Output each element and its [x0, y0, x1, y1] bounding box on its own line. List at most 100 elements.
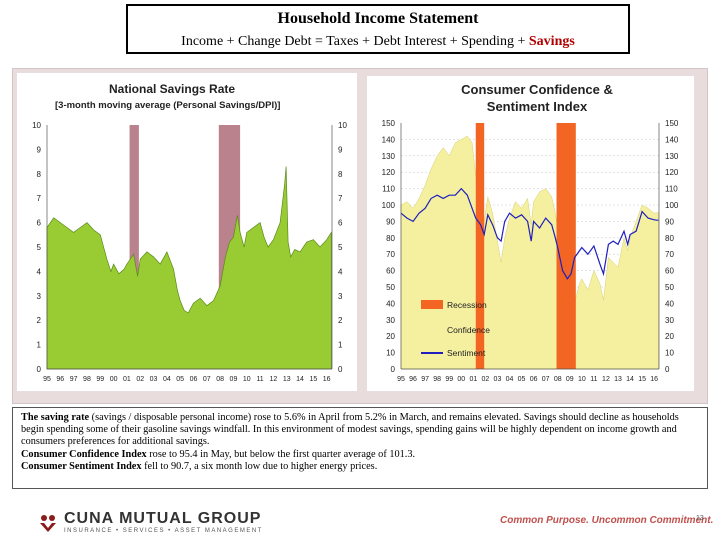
confidence-ytick-left-100: 100 [382, 201, 396, 210]
confidence-ytick-right-140: 140 [665, 135, 679, 144]
legend-swatch-confidence [421, 325, 443, 334]
confidence-ytick-right-110: 110 [665, 185, 678, 194]
savings-ytick-left-8: 8 [37, 170, 42, 179]
savings-y-ticks-left: 0 1 2 3 4 5 6 7 8 9 10 [32, 121, 41, 374]
savings-ytick-left-7: 7 [37, 194, 42, 203]
equation-savings: Savings [528, 34, 575, 49]
savings-ytick-right-6: 6 [338, 219, 343, 228]
savings-ytick-left-10: 10 [32, 121, 41, 130]
commentary-savings-text: (savings / disposable personal income) r… [21, 412, 679, 448]
commentary-confidence-text: rose to 95.4 in May, but below the first… [146, 448, 416, 460]
page-number: 13 [696, 515, 704, 522]
savings-ytick-right-10: 10 [338, 121, 347, 130]
confidence-ytick-left-30: 30 [386, 316, 395, 325]
savings-xtick-13: 13 [283, 376, 291, 383]
savings-y-ticks-right: 0 1 2 3 4 5 6 7 8 9 10 [338, 121, 347, 374]
commentary-confidence-lead: Consumer Confidence Index [21, 448, 147, 460]
confidence-area [400, 135, 659, 370]
confidence-xtick-02: 02 [481, 376, 489, 383]
savings-ytick-right-1: 1 [338, 341, 343, 350]
confidence-ytick-right-0: 0 [665, 365, 670, 374]
confidence-ytick-right-60: 60 [665, 267, 674, 276]
savings-ytick-right-0: 0 [338, 365, 343, 374]
commentary-sentiment-text: fell to 90.7, a six month low due to hig… [141, 460, 378, 472]
confidence-x-ticks: 95 96 97 98 99 00 01 02 03 04 05 06 07 08 09 10 11 12 13 14… [397, 376, 658, 383]
savings-ytick-right-3: 3 [338, 292, 343, 301]
confidence-xtick-10: 10 [578, 376, 586, 383]
confidence-ytick-right-90: 90 [665, 217, 674, 226]
confidence-ytick-right-150: 150 [665, 119, 679, 128]
confidence-ytick-right-50: 50 [665, 283, 674, 292]
confidence-ytick-left-70: 70 [386, 250, 395, 259]
confidence-xtick-12: 12 [602, 376, 610, 383]
confidence-xtick-06: 06 [530, 376, 538, 383]
confidence-ytick-right-10: 10 [665, 349, 674, 358]
commentary-confidence: Consumer Confidence Index rose to 95.4 i… [21, 449, 699, 461]
confidence-y-ticks-left: 0 10 20 30 40 50 60 70 80 90 100 110 120 130 140 150 [382, 119, 396, 374]
commentary-savings: The saving rate (savings / disposable pe… [21, 412, 699, 449]
confidence-xtick-07: 07 [542, 376, 550, 383]
commentary-sentiment-lead: Consumer Sentiment Index [21, 460, 142, 472]
savings-rate-area [46, 166, 332, 370]
confidence-xtick-95: 95 [397, 376, 405, 383]
confidence-xtick-16: 16 [650, 376, 658, 383]
savings-xtick-11: 11 [256, 376, 263, 383]
header-box: Household Income Statement Income + Chan… [126, 4, 630, 54]
savings-x-ticks: 95 96 97 98 99 00 01 02 03 04 05 06 07 08 09 10 11 12 13 14… [43, 376, 331, 383]
confidence-ytick-right-100: 100 [665, 201, 679, 210]
savings-xtick-12: 12 [270, 376, 278, 383]
legend-label-confidence: Confidence [447, 325, 490, 335]
confidence-ytick-right-120: 120 [665, 168, 679, 177]
savings-xtick-98: 98 [83, 376, 91, 383]
confidence-xtick-00: 00 [457, 376, 465, 383]
confidence-xtick-13: 13 [614, 376, 622, 383]
savings-xtick-14: 14 [296, 376, 304, 383]
confidence-xtick-11: 11 [590, 376, 597, 383]
confidence-xtick-99: 99 [445, 376, 453, 383]
confidence-ytick-left-20: 20 [386, 332, 395, 341]
savings-ytick-right-2: 2 [338, 316, 343, 325]
savings-ytick-left-9: 9 [37, 145, 42, 154]
savings-ytick-right-4: 4 [338, 267, 343, 276]
logo-name: CUNA MUTUAL GROUP [64, 510, 262, 527]
confidence-xtick-03: 03 [494, 376, 502, 383]
equation-main: Income + Change Debt = Taxes + Debt Inte… [181, 34, 529, 49]
savings-xtick-04: 04 [163, 376, 171, 383]
confidence-ytick-right-40: 40 [665, 299, 674, 308]
commentary-savings-lead: The saving rate [21, 412, 90, 423]
savings-xtick-09: 09 [230, 376, 238, 383]
confidence-y-ticks-right: 0 10 20 30 40 50 60 70 80 90 100 110 120 130 140 150 [665, 119, 679, 374]
confidence-xtick-04: 04 [506, 376, 514, 383]
savings-xtick-05: 05 [176, 376, 184, 383]
legend-label-recession: Recession [447, 300, 487, 310]
savings-ytick-right-9: 9 [338, 145, 343, 154]
savings-ytick-left-5: 5 [37, 243, 42, 252]
confidence-xtick-14: 14 [626, 376, 634, 383]
savings-xtick-07: 07 [203, 376, 211, 383]
commentary-box: The saving rate (savings / disposable pe… [12, 407, 708, 489]
confidence-xtick-97: 97 [421, 376, 429, 383]
confidence-ytick-left-150: 150 [382, 119, 396, 128]
savings-ytick-left-2: 2 [37, 316, 42, 325]
confidence-xtick-96: 96 [409, 376, 417, 383]
legend-swatch-recession [421, 300, 443, 309]
savings-xtick-10: 10 [243, 376, 251, 383]
confidence-ytick-right-130: 130 [665, 152, 679, 161]
savings-ytick-left-6: 6 [37, 219, 42, 228]
logo-tagline: INSURANCE • SERVICES • ASSET MANAGEMENT [64, 528, 263, 534]
confidence-ytick-left-40: 40 [386, 299, 395, 308]
savings-recession-bar-0 [129, 125, 139, 369]
confidence-axes [400, 123, 660, 370]
savings-chart-title: National Savings Rate [109, 82, 235, 96]
confidence-xtick-09: 09 [566, 376, 574, 383]
savings-ytick-right-7: 7 [338, 194, 343, 203]
savings-xtick-15: 15 [309, 376, 317, 383]
confidence-legend: Recession Confidence Sentiment [421, 300, 490, 358]
confidence-chart-title-line2: Sentiment Index [487, 99, 588, 114]
savings-ytick-left-1: 1 [37, 341, 42, 350]
confidence-xtick-15: 15 [638, 376, 646, 383]
savings-rate-chart-panel: National Savings Rate [3-month moving av… [17, 73, 357, 391]
savings-xtick-95: 95 [43, 376, 51, 383]
cuna-logo-icon [40, 515, 56, 532]
confidence-ytick-left-60: 60 [386, 267, 395, 276]
